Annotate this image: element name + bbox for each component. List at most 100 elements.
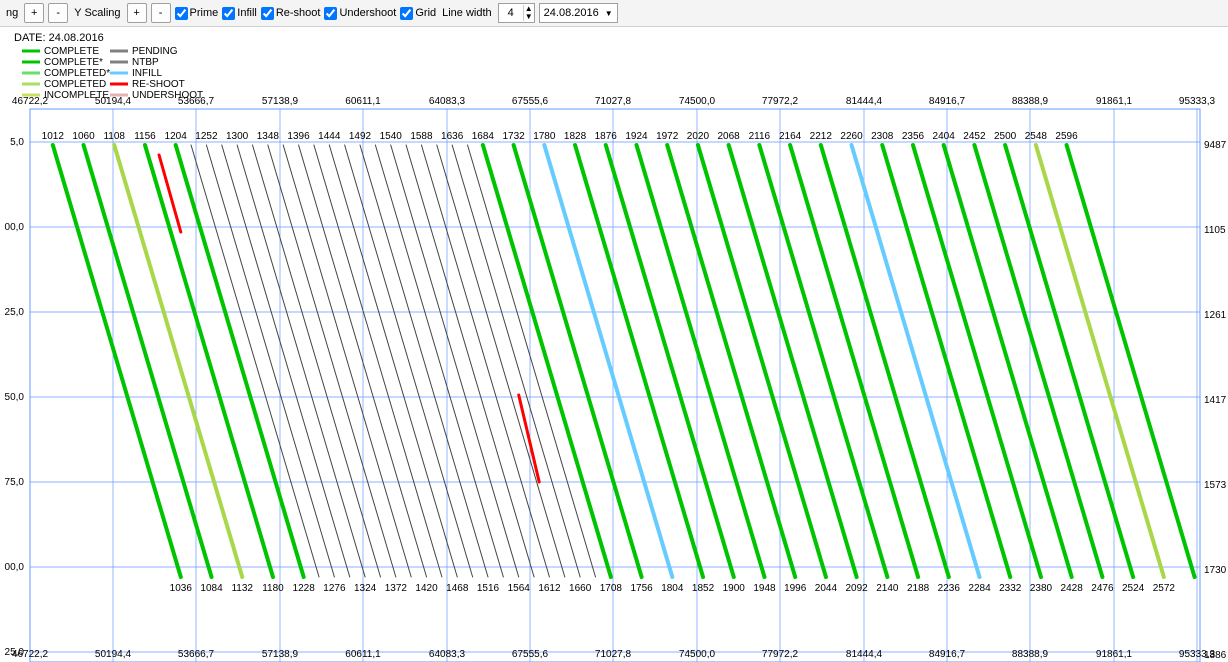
x-tick-bottom: 77972,2: [762, 649, 799, 660]
x-tick-bottom: 88388,9: [1012, 649, 1049, 660]
xscale-minus-button[interactable]: -: [48, 3, 68, 23]
check-grid-label: Grid: [415, 7, 436, 19]
line-bot-label: 1612: [538, 583, 561, 594]
yscale-plus-button[interactable]: +: [127, 3, 147, 23]
line-top-label: 2452: [963, 131, 986, 142]
x-tick-top: 71027,8: [595, 96, 632, 107]
date-picker-dropdown-icon[interactable]: ▼: [603, 9, 615, 18]
line-top-label: 2260: [840, 131, 863, 142]
linewidth-value[interactable]: [499, 6, 523, 20]
line-bot-label: 1372: [385, 583, 408, 594]
x-tick-bottom: 74500,0: [679, 649, 716, 660]
line-top-label: 2500: [994, 131, 1017, 142]
x-tick-bottom: 91861,1: [1096, 649, 1133, 660]
line-top-label: 2308: [871, 131, 894, 142]
linewidth-label: Line width: [440, 7, 494, 19]
check-infill-label: Infill: [237, 7, 257, 19]
x-tick-top: 95333,3: [1179, 96, 1216, 107]
line-bot-label: 1996: [784, 583, 807, 594]
line-bot-label: 1516: [477, 583, 500, 594]
x-tick-top: 88388,9: [1012, 96, 1049, 107]
x-tick-bottom: 64083,3: [429, 649, 466, 660]
check-prime-label: Prime: [190, 7, 219, 19]
xscale-plus-button[interactable]: +: [24, 3, 44, 23]
linewidth-down[interactable]: ▼: [523, 13, 534, 21]
line-bot-label: 1276: [323, 583, 346, 594]
check-undershoot-label: Undershoot: [339, 7, 396, 19]
x-tick-top: 84916,7: [929, 96, 966, 107]
line-bot-label: 2572: [1153, 583, 1176, 594]
line-top-label: 2596: [1055, 131, 1078, 142]
y-tick-right: 1573: [1204, 480, 1227, 491]
chart-date-title: DATE: 24.08.2016: [14, 32, 104, 44]
linewidth-spinner[interactable]: ▲ ▼: [498, 3, 535, 23]
check-infill[interactable]: Infill: [222, 7, 257, 20]
check-undershoot[interactable]: Undershoot: [324, 7, 396, 20]
line-bot-label: 1852: [692, 583, 715, 594]
line-top-label: 2212: [810, 131, 833, 142]
check-grid-input[interactable]: [400, 7, 413, 20]
check-undershoot-input[interactable]: [324, 7, 337, 20]
line-bot-label: 1468: [446, 583, 469, 594]
check-reshoot[interactable]: Re-shoot: [261, 7, 321, 20]
yscale-minus-button[interactable]: -: [151, 3, 171, 23]
line-top-label: 2020: [687, 131, 710, 142]
line-bot-label: 1180: [262, 583, 284, 594]
line-bot-label: 2236: [938, 583, 961, 594]
line-top-label: 2404: [933, 131, 956, 142]
legend-label: COMPLETE*: [44, 57, 103, 68]
check-prime[interactable]: Prime: [175, 7, 219, 20]
line-bot-label: 2524: [1122, 583, 1145, 594]
check-reshoot-input[interactable]: [261, 7, 274, 20]
line-top-label: 1492: [349, 131, 372, 142]
y-tick-left: 5,0: [10, 137, 24, 148]
line-bot-label: 1660: [569, 583, 592, 594]
legend-label: INCOMPLETE: [44, 90, 109, 101]
line-top-label: 1972: [656, 131, 679, 142]
line-top-label: 1780: [533, 131, 556, 142]
yscaling-label: Y Scaling: [72, 7, 122, 19]
x-tick-top: 67555,6: [512, 96, 549, 107]
check-prime-input[interactable]: [175, 7, 188, 20]
x-tick-bottom: 53666,7: [178, 649, 215, 660]
y-tick-right: 1886: [1204, 650, 1227, 661]
line-top-label: 1060: [72, 131, 95, 142]
legend-label: COMPLETED: [44, 79, 106, 90]
toolbar-label-left: ng: [4, 7, 20, 19]
x-tick-bottom: 60611,1: [345, 649, 381, 660]
line-top-label: 1012: [42, 131, 65, 142]
plot-svg: 46722,250194,453666,757138,960611,164083…: [0, 27, 1228, 662]
line-bot-label: 1708: [600, 583, 623, 594]
line-bot-label: 1900: [723, 583, 746, 594]
x-tick-bottom: 50194,4: [95, 649, 132, 660]
x-tick-bottom: 81444,4: [846, 649, 883, 660]
line-top-label: 1684: [472, 131, 495, 142]
y-tick-left: 75,0: [5, 477, 25, 488]
date-picker-value: 24.08.2016: [542, 7, 603, 19]
check-reshoot-label: Re-shoot: [276, 7, 321, 19]
y-tick-left: 00,0: [5, 562, 25, 573]
plot-area: 46722,250194,453666,757138,960611,164083…: [0, 27, 1228, 662]
line-bot-label: 2332: [999, 583, 1022, 594]
line-top-label: 1924: [625, 131, 648, 142]
line-top-label: 1300: [226, 131, 249, 142]
x-tick-top: 57138,9: [262, 96, 299, 107]
date-picker[interactable]: 24.08.2016 ▼: [539, 3, 618, 23]
y-tick-left: 25,0: [5, 647, 25, 658]
check-grid[interactable]: Grid: [400, 7, 436, 20]
line-bot-label: 2092: [846, 583, 869, 594]
toolbar: ng + - Y Scaling + - Prime Infill Re-sho…: [0, 0, 1228, 27]
line-bot-label: 1804: [661, 583, 684, 594]
line-bot-label: 1228: [293, 583, 316, 594]
legend-label: PENDING: [132, 46, 178, 57]
line-top-label: 1204: [165, 131, 188, 142]
line-bot-label: 2284: [968, 583, 991, 594]
line-bot-label: 1564: [508, 583, 531, 594]
y-tick-right: 1261: [1204, 310, 1227, 321]
line-top-label: 2356: [902, 131, 925, 142]
x-tick-top: 64083,3: [429, 96, 466, 107]
check-infill-input[interactable]: [222, 7, 235, 20]
x-tick-bottom: 67555,6: [512, 649, 549, 660]
legend-label: COMPLETE: [44, 46, 99, 57]
x-tick-bottom: 84916,7: [929, 649, 966, 660]
